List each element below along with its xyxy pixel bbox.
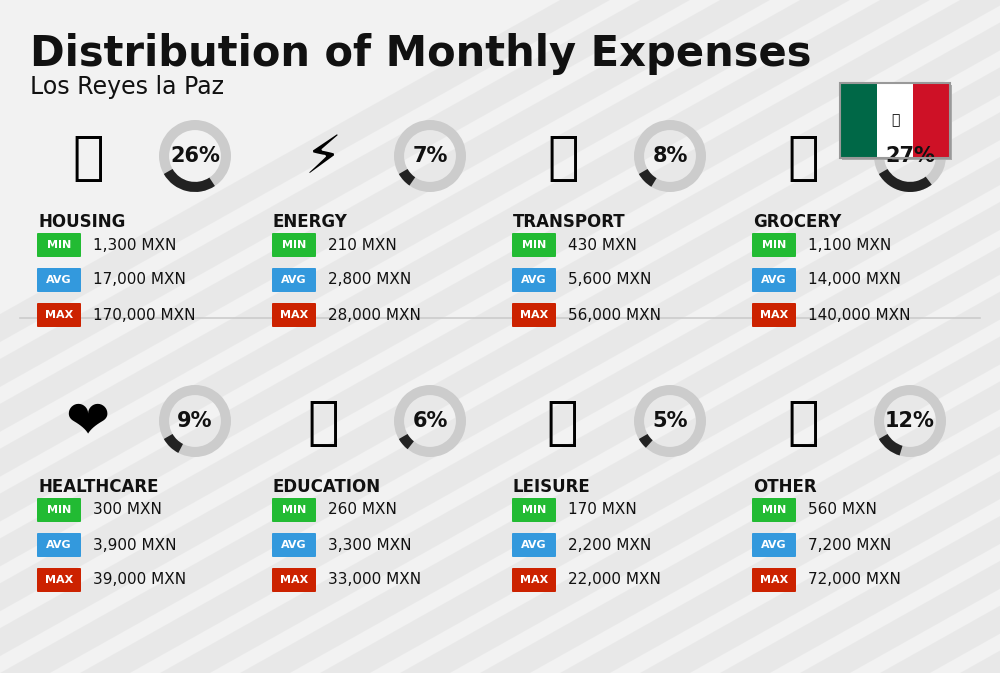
FancyBboxPatch shape xyxy=(37,568,81,592)
Polygon shape xyxy=(0,0,770,673)
Text: 33,000 MXN: 33,000 MXN xyxy=(328,573,421,588)
Wedge shape xyxy=(879,434,903,456)
Wedge shape xyxy=(634,385,706,457)
Text: AVG: AVG xyxy=(281,540,307,550)
FancyBboxPatch shape xyxy=(877,83,913,158)
Polygon shape xyxy=(0,0,690,673)
FancyBboxPatch shape xyxy=(842,85,952,160)
Text: 7%: 7% xyxy=(412,146,448,166)
Text: 27%: 27% xyxy=(885,146,935,166)
FancyBboxPatch shape xyxy=(37,533,81,557)
Text: MAX: MAX xyxy=(45,310,73,320)
FancyBboxPatch shape xyxy=(272,498,316,522)
Polygon shape xyxy=(0,0,930,673)
Text: 2,800 MXN: 2,800 MXN xyxy=(328,273,411,287)
Text: MAX: MAX xyxy=(520,575,548,585)
Polygon shape xyxy=(800,0,1000,673)
FancyBboxPatch shape xyxy=(752,268,796,292)
Polygon shape xyxy=(960,0,1000,673)
Text: 140,000 MXN: 140,000 MXN xyxy=(808,308,910,322)
Text: 1,100 MXN: 1,100 MXN xyxy=(808,238,891,252)
FancyBboxPatch shape xyxy=(752,303,796,327)
Text: MAX: MAX xyxy=(45,575,73,585)
Text: ❤️: ❤️ xyxy=(66,397,110,449)
FancyBboxPatch shape xyxy=(272,303,316,327)
Wedge shape xyxy=(399,169,415,186)
Polygon shape xyxy=(480,0,1000,673)
Text: AVG: AVG xyxy=(761,540,787,550)
Text: 7,200 MXN: 7,200 MXN xyxy=(808,538,891,553)
Text: MAX: MAX xyxy=(280,575,308,585)
Text: HOUSING: HOUSING xyxy=(38,213,125,231)
Wedge shape xyxy=(634,120,706,192)
Text: 2,200 MXN: 2,200 MXN xyxy=(568,538,651,553)
Polygon shape xyxy=(80,0,1000,673)
Text: 26%: 26% xyxy=(170,146,220,166)
Text: LEISURE: LEISURE xyxy=(513,478,591,496)
FancyBboxPatch shape xyxy=(37,303,81,327)
FancyBboxPatch shape xyxy=(512,498,556,522)
FancyBboxPatch shape xyxy=(37,233,81,257)
Text: AVG: AVG xyxy=(46,275,72,285)
Text: 12%: 12% xyxy=(885,411,935,431)
FancyBboxPatch shape xyxy=(37,498,81,522)
Text: 56,000 MXN: 56,000 MXN xyxy=(568,308,661,322)
Text: MIN: MIN xyxy=(47,505,71,515)
FancyBboxPatch shape xyxy=(752,533,796,557)
Text: 🚌: 🚌 xyxy=(547,132,579,184)
Polygon shape xyxy=(560,0,1000,673)
Wedge shape xyxy=(874,385,946,457)
Text: 🛍️: 🛍️ xyxy=(547,397,579,449)
Polygon shape xyxy=(880,0,1000,673)
Wedge shape xyxy=(879,169,932,192)
FancyBboxPatch shape xyxy=(512,268,556,292)
Text: Los Reyes la Paz: Los Reyes la Paz xyxy=(30,75,224,99)
Text: 8%: 8% xyxy=(652,146,688,166)
FancyBboxPatch shape xyxy=(37,268,81,292)
Text: MAX: MAX xyxy=(280,310,308,320)
FancyBboxPatch shape xyxy=(512,303,556,327)
Text: TRANSPORT: TRANSPORT xyxy=(513,213,626,231)
Wedge shape xyxy=(159,385,231,457)
Text: 260 MXN: 260 MXN xyxy=(328,503,397,518)
Text: ENERGY: ENERGY xyxy=(273,213,348,231)
FancyBboxPatch shape xyxy=(272,533,316,557)
Text: 39,000 MXN: 39,000 MXN xyxy=(93,573,186,588)
Text: MAX: MAX xyxy=(760,575,788,585)
Text: ⚡: ⚡ xyxy=(304,132,342,184)
FancyBboxPatch shape xyxy=(512,568,556,592)
Text: MIN: MIN xyxy=(282,240,306,250)
Text: 560 MXN: 560 MXN xyxy=(808,503,877,518)
Text: AVG: AVG xyxy=(521,275,547,285)
Polygon shape xyxy=(720,0,1000,673)
Text: 72,000 MXN: 72,000 MXN xyxy=(808,573,901,588)
FancyBboxPatch shape xyxy=(272,568,316,592)
Text: OTHER: OTHER xyxy=(753,478,817,496)
FancyBboxPatch shape xyxy=(512,233,556,257)
FancyBboxPatch shape xyxy=(913,83,950,158)
Polygon shape xyxy=(0,0,850,673)
Wedge shape xyxy=(394,120,466,192)
Text: 6%: 6% xyxy=(412,411,448,431)
FancyBboxPatch shape xyxy=(512,533,556,557)
Polygon shape xyxy=(240,0,1000,673)
Text: 170 MXN: 170 MXN xyxy=(568,503,637,518)
Text: 430 MXN: 430 MXN xyxy=(568,238,637,252)
Text: 🦅: 🦅 xyxy=(891,114,899,127)
Text: 170,000 MXN: 170,000 MXN xyxy=(93,308,196,322)
Text: 🏢: 🏢 xyxy=(72,132,104,184)
Text: AVG: AVG xyxy=(46,540,72,550)
Text: MIN: MIN xyxy=(282,505,306,515)
Text: 💰: 💰 xyxy=(787,397,819,449)
Text: MAX: MAX xyxy=(520,310,548,320)
Text: 5,600 MXN: 5,600 MXN xyxy=(568,273,651,287)
Text: 17,000 MXN: 17,000 MXN xyxy=(93,273,186,287)
Text: 9%: 9% xyxy=(177,411,213,431)
Text: 🎓: 🎓 xyxy=(307,397,339,449)
Polygon shape xyxy=(160,0,1000,673)
Wedge shape xyxy=(164,434,183,453)
